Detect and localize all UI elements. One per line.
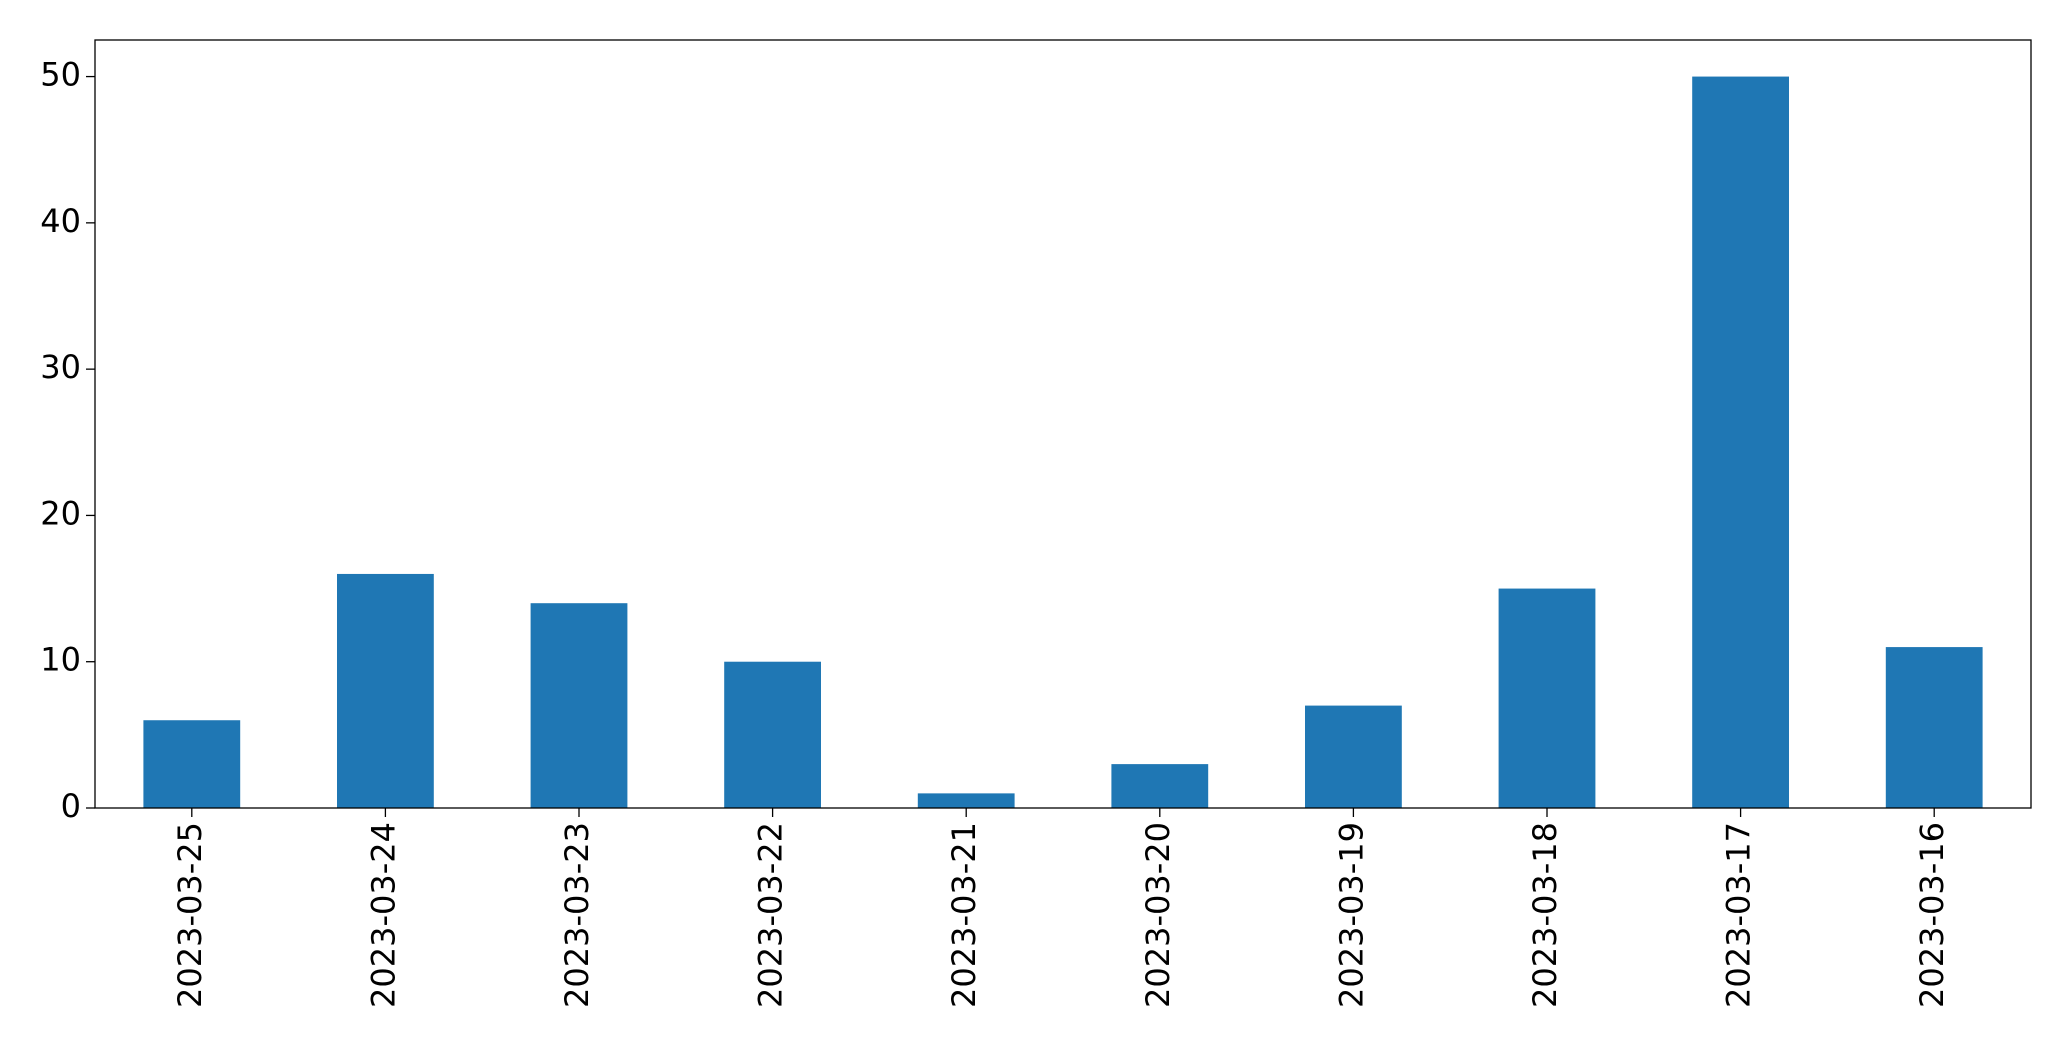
y-tick-label: 10 xyxy=(40,641,81,679)
bar xyxy=(1305,705,1402,808)
x-tick-label: 2023-03-25 xyxy=(171,822,209,1008)
x-tick-label: 2023-03-18 xyxy=(1526,822,1564,1008)
y-tick-label: 40 xyxy=(40,202,81,240)
x-tick-label: 2023-03-24 xyxy=(364,822,402,1008)
bar xyxy=(337,573,434,808)
x-tick-label: 2023-03-23 xyxy=(558,822,596,1008)
x-tick-label: 2023-03-20 xyxy=(1139,822,1177,1008)
bar xyxy=(530,603,628,808)
y-tick-label: 50 xyxy=(40,56,81,94)
x-tick-label: 2023-03-16 xyxy=(1913,822,1951,1008)
y-tick-label: 30 xyxy=(40,348,81,386)
bar xyxy=(724,661,821,808)
y-tick-label: 20 xyxy=(40,494,81,532)
bar xyxy=(1111,764,1209,808)
x-tick-label: 2023-03-22 xyxy=(752,822,790,1008)
bar xyxy=(1498,588,1596,808)
bar xyxy=(917,793,1015,808)
x-tick-label: 2023-03-17 xyxy=(1720,822,1758,1008)
bar xyxy=(1692,76,1789,809)
bar xyxy=(1885,647,1983,808)
x-tick-label: 2023-03-21 xyxy=(945,822,983,1008)
bar xyxy=(143,720,241,808)
y-tick-label: 0 xyxy=(61,787,81,825)
plot-frame xyxy=(94,39,2032,809)
x-tick-label: 2023-03-19 xyxy=(1332,822,1370,1008)
